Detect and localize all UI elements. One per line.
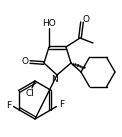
Text: O: O <box>21 58 29 66</box>
Text: F: F <box>59 100 64 109</box>
Text: N: N <box>51 75 57 85</box>
Text: HO: HO <box>42 18 56 28</box>
Text: O: O <box>82 15 90 25</box>
Text: Cl: Cl <box>26 89 34 99</box>
Text: F: F <box>6 101 11 110</box>
